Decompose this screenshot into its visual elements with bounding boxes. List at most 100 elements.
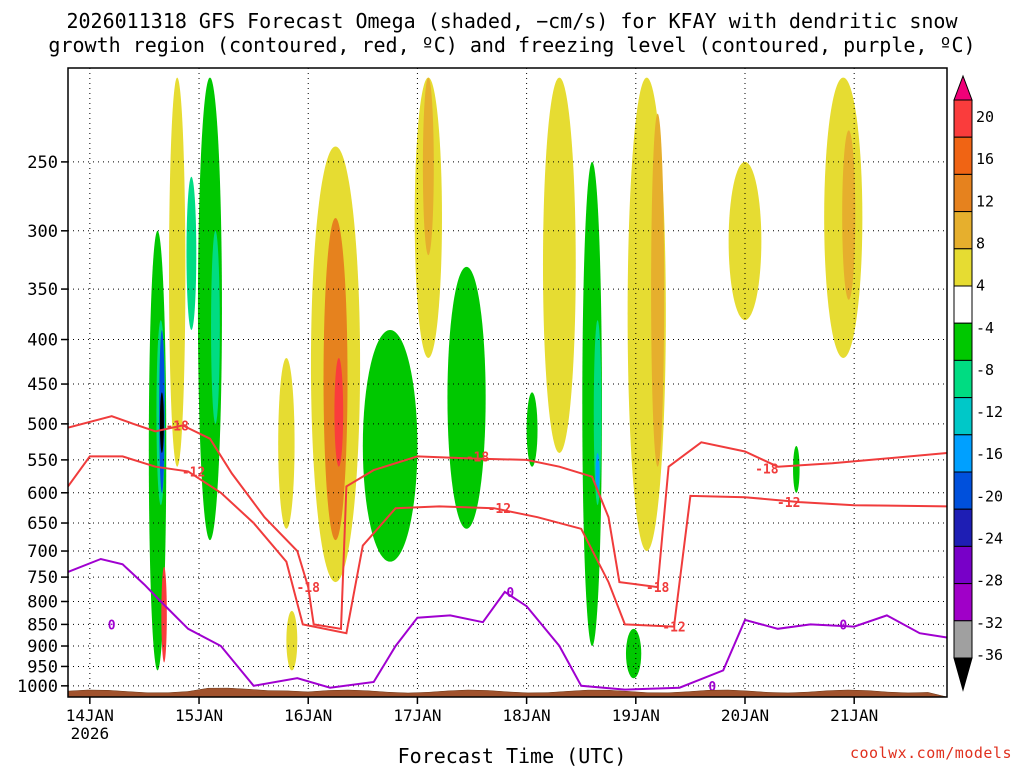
- x-tick-label-17JAN: 17JAN: [393, 706, 441, 725]
- y-tick-label-1000: 1000: [17, 677, 58, 697]
- x-tick-label-20JAN: 20JAN: [721, 706, 769, 725]
- colorbar-swatch-14: [953, 583, 973, 622]
- colorbar-swatch-12: [953, 508, 973, 547]
- colorbar-label--36: -36: [976, 646, 1003, 664]
- colorbar-swatch-1: [953, 99, 973, 138]
- y-tick-label-400: 400: [27, 331, 58, 351]
- omega-shade-20: [542, 77, 576, 453]
- contour-label-0-0: -18: [165, 419, 189, 434]
- colorbar-swatch-15: [953, 620, 973, 659]
- colorbar-swatch-9: [953, 397, 973, 436]
- omega-shade-8: [186, 176, 197, 330]
- colorbar-label-12: 12: [976, 192, 994, 210]
- contour-dendritic-12c: [68, 455, 947, 635]
- omega-shade-6: [169, 77, 186, 467]
- y-tick-label-850: 850: [27, 615, 58, 635]
- omega-shade-10: [211, 230, 220, 424]
- x-tick-label-15JAN: 15JAN: [175, 706, 223, 725]
- colorbar-swatch-8: [953, 359, 973, 399]
- colorbar-swatch-7: [953, 322, 973, 361]
- contour-label-2-1: 0: [506, 586, 514, 601]
- omega-shade-15: [286, 610, 298, 671]
- y-tick-label-750: 750: [27, 568, 58, 588]
- colorbar-label--16: -16: [976, 445, 1003, 463]
- ground-terrain: [67, 687, 948, 698]
- x-tick-label-18JAN: 18JAN: [503, 706, 551, 725]
- contour-label-2-0: 0: [108, 618, 116, 633]
- omega-shade-26: [651, 113, 665, 467]
- y-tick-label-300: 300: [27, 222, 58, 242]
- colorbar-label--24: -24: [976, 530, 1003, 548]
- contour-label-2-2: 0: [708, 680, 716, 695]
- colorbar-swatch-4: [953, 211, 973, 250]
- x-tick-label-19JAN: 19JAN: [612, 706, 660, 725]
- plot-frame: [67, 67, 948, 698]
- omega-shade-23: [593, 320, 602, 506]
- colorbar-label--28: -28: [976, 572, 1003, 590]
- omega-shade-16: [362, 329, 418, 562]
- contour-label-0-3: -18: [646, 581, 670, 596]
- y-tick-label-650: 650: [27, 514, 58, 534]
- colorbar-top-arrow: [953, 74, 973, 101]
- x-tick-label-16JAN: 16JAN: [284, 706, 332, 725]
- y-tick-label-500: 500: [27, 415, 58, 435]
- omega-shade-30: [842, 130, 856, 300]
- omega-shade-4: [161, 566, 167, 663]
- omega-shade-9: [197, 77, 222, 541]
- colorbar-swatch-10: [953, 434, 973, 473]
- y-tick-label-250: 250: [27, 153, 58, 173]
- colorbar-label--12: -12: [976, 403, 1003, 421]
- y-tick-label-900: 900: [27, 637, 58, 657]
- omega-shade-3: [159, 392, 164, 453]
- omega-shade-19: [422, 77, 434, 256]
- colorbar-label-8: 8: [976, 234, 985, 252]
- colorbar-label--32: -32: [976, 614, 1003, 632]
- x-year-label: 2026: [71, 724, 110, 743]
- credit-text: coolwx.com/models: [849, 744, 1012, 762]
- contour-dendritic-18c: [68, 415, 947, 630]
- omega-shade-21: [526, 392, 538, 467]
- y-tick-label-950: 950: [27, 657, 58, 677]
- contour-label-0-2: -18: [466, 450, 490, 465]
- omega-shade-14: [278, 357, 295, 529]
- omega-shade-17: [447, 266, 486, 529]
- chart-title-line2: growth region (contoured, red, ºC) and f…: [48, 33, 976, 57]
- colorbar-swatch-5: [953, 248, 973, 287]
- colorbar-label-16: 16: [976, 150, 994, 168]
- colorbar-label-20: 20: [976, 108, 994, 126]
- x-tick-label-21JAN: 21JAN: [830, 706, 878, 725]
- colorbar-swatch-3: [953, 173, 973, 213]
- contour-label-1-0: -12: [182, 465, 205, 480]
- y-tick-label-600: 600: [27, 484, 58, 504]
- y-tick-label-800: 800: [27, 592, 58, 612]
- chart-title-line1: 2026011318 GFS Forecast Omega (shaded, −…: [66, 9, 958, 33]
- omega-shade-22: [582, 161, 602, 647]
- colorbar-swatch-6: [953, 285, 973, 324]
- y-tick-label-700: 700: [27, 542, 58, 562]
- contour-label-1-1: -12: [488, 502, 511, 517]
- contour-freezing-level-0c: [68, 557, 947, 691]
- colorbar-swatch-13: [953, 545, 973, 585]
- colorbar-bottom-arrow: [953, 657, 973, 692]
- y-tick-label-550: 550: [27, 451, 58, 471]
- x-axis-label: Forecast Time (UTC): [397, 744, 627, 768]
- omega-shade-27: [625, 628, 642, 679]
- x-tick-label-14JAN: 14JAN: [66, 706, 114, 725]
- omega-shade-28: [728, 161, 762, 321]
- colorbar-label--4: -4: [976, 319, 994, 337]
- contour-label-1-3: -12: [777, 496, 800, 511]
- y-tick-label-350: 350: [27, 280, 58, 300]
- colorbar-label--8: -8: [976, 361, 994, 379]
- omega-shade-13: [334, 357, 344, 467]
- colorbar-label-4: 4: [976, 277, 985, 295]
- contour-label-0-4: -18: [755, 463, 779, 478]
- colorbar-swatch-2: [953, 136, 973, 175]
- omega-shade-24: [595, 452, 600, 493]
- contour-label-2-3: 0: [839, 618, 847, 633]
- contour-label-0-1: -18: [296, 581, 320, 596]
- colorbar-label--20: -20: [976, 487, 1003, 505]
- contour-label-1-2: -12: [662, 621, 685, 636]
- y-tick-label-450: 450: [27, 375, 58, 395]
- colorbar-swatch-11: [953, 471, 973, 510]
